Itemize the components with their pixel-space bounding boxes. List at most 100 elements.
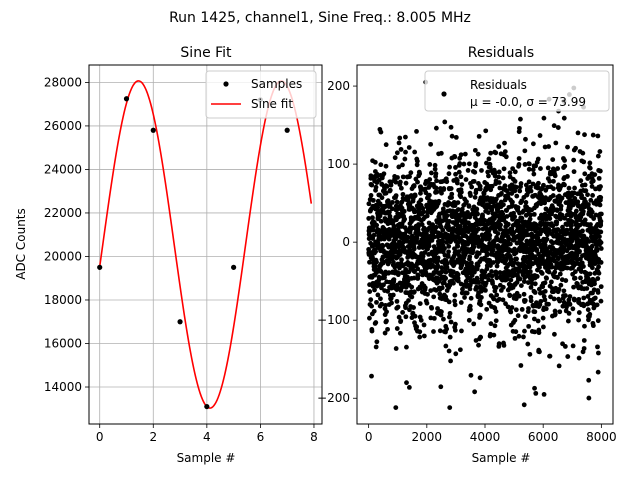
residual-point [397,135,403,141]
residual-point [394,298,400,304]
residual-point [534,247,540,252]
residual-point [518,116,523,122]
residual-point [406,298,411,303]
sample-point [204,403,210,410]
residual-point [586,239,592,244]
residual-point [411,183,417,188]
residual-point [598,195,604,200]
residual-point [598,246,604,251]
residual-point [597,149,603,154]
residual-point [424,213,430,219]
residual-point [538,166,543,171]
residual-point [504,276,510,282]
residual-point [467,303,473,309]
y-tick-label: 18000 [44,293,82,307]
residual-point [563,293,568,298]
residual-point [471,321,477,327]
residual-point [539,270,545,276]
residual-point [557,271,563,277]
residual-point [398,318,404,324]
residual-point [448,186,454,191]
residual-point [589,209,595,215]
residual-point [478,334,484,340]
residual-point [414,162,420,168]
residual-point [403,149,408,155]
residual-point [475,151,481,157]
residual-point [477,186,483,192]
residual-point [575,130,581,136]
residual-point [542,280,548,286]
residual-point [572,297,577,303]
residual-point [426,243,432,249]
residual-point [432,162,438,168]
residual-point [551,186,556,192]
residual-point [380,260,386,266]
residual-point [595,290,601,295]
residual-point [407,174,412,180]
residual-point [508,241,513,247]
residual-point [414,324,420,330]
residual-point [411,305,416,310]
residual-point [594,302,600,308]
residual-point [431,315,437,321]
residual-point [379,301,384,307]
residual-point [473,187,479,193]
residual-point [473,161,479,167]
residual-point [537,349,542,355]
residual-point [437,328,443,334]
residual-point [566,311,572,316]
residual-point [579,193,585,198]
residual-point [562,163,568,169]
residual-point [512,188,518,194]
y-tick-label: 0 [342,235,350,249]
residual-point [598,218,604,224]
residual-point [371,232,377,238]
residual-point [419,222,425,227]
residual-point [438,150,444,156]
residual-point [573,215,579,221]
residual-point [543,306,549,312]
residuals-x-ticks: 0 2000 4000 6000 8000 [365,424,617,444]
y-tick-label: 20000 [44,249,82,263]
residual-point [468,260,474,266]
residual-point [526,166,532,172]
residual-point [485,169,491,175]
residual-point [526,306,531,311]
residual-point [552,331,557,337]
x-tick-label: 2 [149,430,157,444]
residual-point [581,303,587,309]
residual-point [403,305,408,311]
residual-point [478,295,484,300]
residual-point [510,166,516,172]
residual-point [484,306,490,312]
residual-point [565,174,570,179]
residual-point [505,304,511,310]
residual-point [468,295,474,301]
residual-point [441,316,446,322]
residual-point [494,292,500,298]
residual-point [597,202,603,208]
x-tick-label: 8 [310,430,318,444]
residual-point [548,279,554,285]
residual-point [392,155,398,161]
residual-point [595,344,600,350]
residual-point [501,202,506,208]
residual-point [514,240,520,246]
residual-point [587,165,593,171]
residual-point [411,246,417,252]
sine-fit-frame [88,64,323,425]
residual-point [401,208,407,214]
x-tick-label: 0 [96,430,104,444]
residual-point [584,286,590,291]
residual-point [449,191,455,197]
residual-point [431,294,437,300]
residual-point [572,275,578,281]
residual-point [457,347,463,353]
residual-point [489,273,495,279]
residual-point [506,236,512,242]
residual-point [587,160,593,166]
legend-residuals-stats: μ = -0.0, σ = 73.99 [470,95,586,109]
residual-point [542,144,548,150]
residual-point [546,269,552,275]
residual-point [438,384,444,390]
